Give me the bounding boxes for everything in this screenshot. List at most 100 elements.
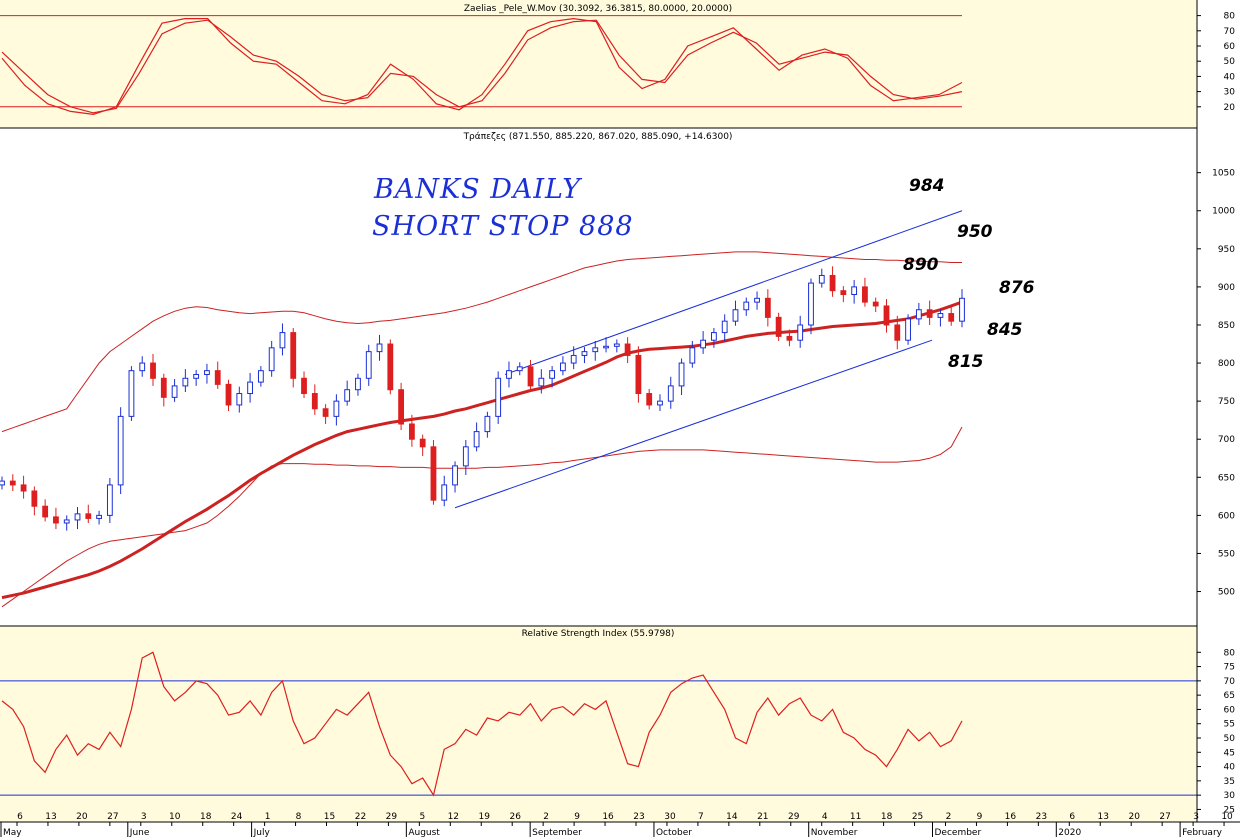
candle-body	[117, 415, 124, 486]
y-tick-label: 500	[1218, 588, 1235, 598]
candle-body	[333, 400, 340, 417]
x-month-label: September	[532, 828, 582, 837]
candle-body	[754, 297, 760, 303]
candle-body	[85, 513, 92, 519]
price-panel	[0, 128, 1197, 626]
y-tick-label: 950	[1218, 245, 1235, 255]
candle-body	[182, 377, 189, 387]
candle-body	[376, 343, 383, 353]
x-day-label: 16	[602, 812, 614, 822]
candle-body	[959, 297, 965, 322]
candle-body	[139, 362, 146, 372]
candle-body	[657, 400, 663, 406]
candle-body	[786, 335, 793, 341]
candle-body	[495, 377, 502, 417]
candle-body	[31, 490, 38, 507]
level-890: 890	[903, 255, 939, 275]
y-tick-label: 800	[1218, 359, 1235, 369]
channel-lower-line	[454, 339, 933, 509]
candle-body	[106, 484, 113, 516]
y-tick-label: 30	[1224, 88, 1236, 98]
candle-body	[214, 370, 221, 385]
candle-body	[247, 381, 253, 395]
x-day-label: 23	[1036, 812, 1047, 822]
candle-body	[150, 362, 156, 379]
x-month-label: May	[3, 828, 22, 837]
candle-body	[74, 513, 81, 521]
x-day-label: 10	[1221, 812, 1233, 822]
candle-body	[527, 366, 534, 387]
x-day-label: 18	[881, 812, 893, 822]
y-tick-label: 80	[1224, 648, 1236, 658]
y-tick-label: 45	[1224, 748, 1235, 758]
y-tick-label: 1000	[1212, 207, 1235, 217]
candle-body	[948, 313, 955, 322]
price-title: Τράπεζες (871.550, 885.220, 867.020, 885…	[463, 132, 733, 142]
candle-body	[484, 415, 491, 433]
y-tick-label: 50	[1224, 734, 1236, 744]
x-day-label: 19	[479, 812, 491, 822]
candle-body	[128, 370, 135, 417]
candle-body	[473, 431, 480, 448]
candle-body	[20, 484, 27, 492]
x-day-label: 20	[76, 812, 88, 822]
candle-body	[452, 465, 458, 486]
candle-body	[204, 370, 210, 375]
x-day-label: 20	[1128, 812, 1140, 822]
y-tick-label: 600	[1218, 511, 1235, 521]
y-tick-label: 30	[1224, 791, 1236, 801]
y-tick-label: 25	[1224, 805, 1235, 815]
x-month-label: October	[656, 828, 692, 837]
y-tick-label: 80	[1224, 12, 1236, 22]
candle-body	[775, 316, 782, 337]
y-tick-label: 75	[1224, 663, 1235, 673]
candle-body	[667, 385, 674, 402]
x-day-label: 11	[850, 812, 861, 822]
candle-body	[678, 362, 685, 387]
x-day-label: 9	[977, 812, 983, 822]
y-tick-label: 750	[1218, 397, 1235, 407]
x-month-label: February	[1182, 828, 1223, 837]
y-tick-label: 35	[1224, 777, 1235, 787]
candle-body	[538, 377, 545, 387]
level-984: 984	[909, 176, 945, 196]
rsi-panel	[0, 626, 1197, 822]
candle-body	[613, 343, 620, 347]
y-tick-label: 550	[1218, 549, 1235, 559]
candle-body	[624, 343, 631, 356]
candle-body	[516, 366, 523, 372]
x-month-label: August	[408, 828, 440, 837]
x-day-label: 26	[509, 812, 521, 822]
stochastic-series-line	[1, 19, 963, 114]
candle-body	[301, 377, 307, 395]
candle-body	[915, 309, 922, 320]
candle-body	[355, 377, 361, 391]
candle-body	[225, 383, 232, 406]
candle-body	[290, 332, 297, 379]
rsi-line	[1, 651, 963, 797]
candle-body	[700, 339, 707, 349]
candle-body	[408, 423, 415, 440]
x-day-label: 7	[698, 812, 704, 822]
x-day-label: 27	[107, 812, 118, 822]
stochastic-title: Zaelias _Pele_W.Mov (30.3092, 36.3815, 8…	[464, 4, 732, 14]
candle-body	[236, 393, 243, 406]
x-day-label: 13	[45, 812, 56, 822]
x-day-label: 21	[757, 812, 768, 822]
candle-body	[160, 377, 167, 398]
candle-body	[9, 480, 16, 486]
y-tick-label: 60	[1224, 42, 1236, 52]
x-day-label: 12	[448, 812, 459, 822]
candle-body	[257, 370, 264, 383]
candle-body	[63, 519, 70, 524]
candle-body	[829, 274, 836, 292]
x-month-label: December	[935, 828, 982, 837]
stochastic-series-line	[1, 17, 963, 116]
x-day-label: 29	[386, 812, 398, 822]
price-plot	[0, 210, 965, 608]
x-month-label: June	[129, 828, 150, 837]
x-month-label: 2020	[1058, 828, 1081, 837]
candle-body	[441, 484, 448, 501]
x-day-label: 24	[231, 812, 243, 822]
candle-body	[430, 446, 437, 501]
